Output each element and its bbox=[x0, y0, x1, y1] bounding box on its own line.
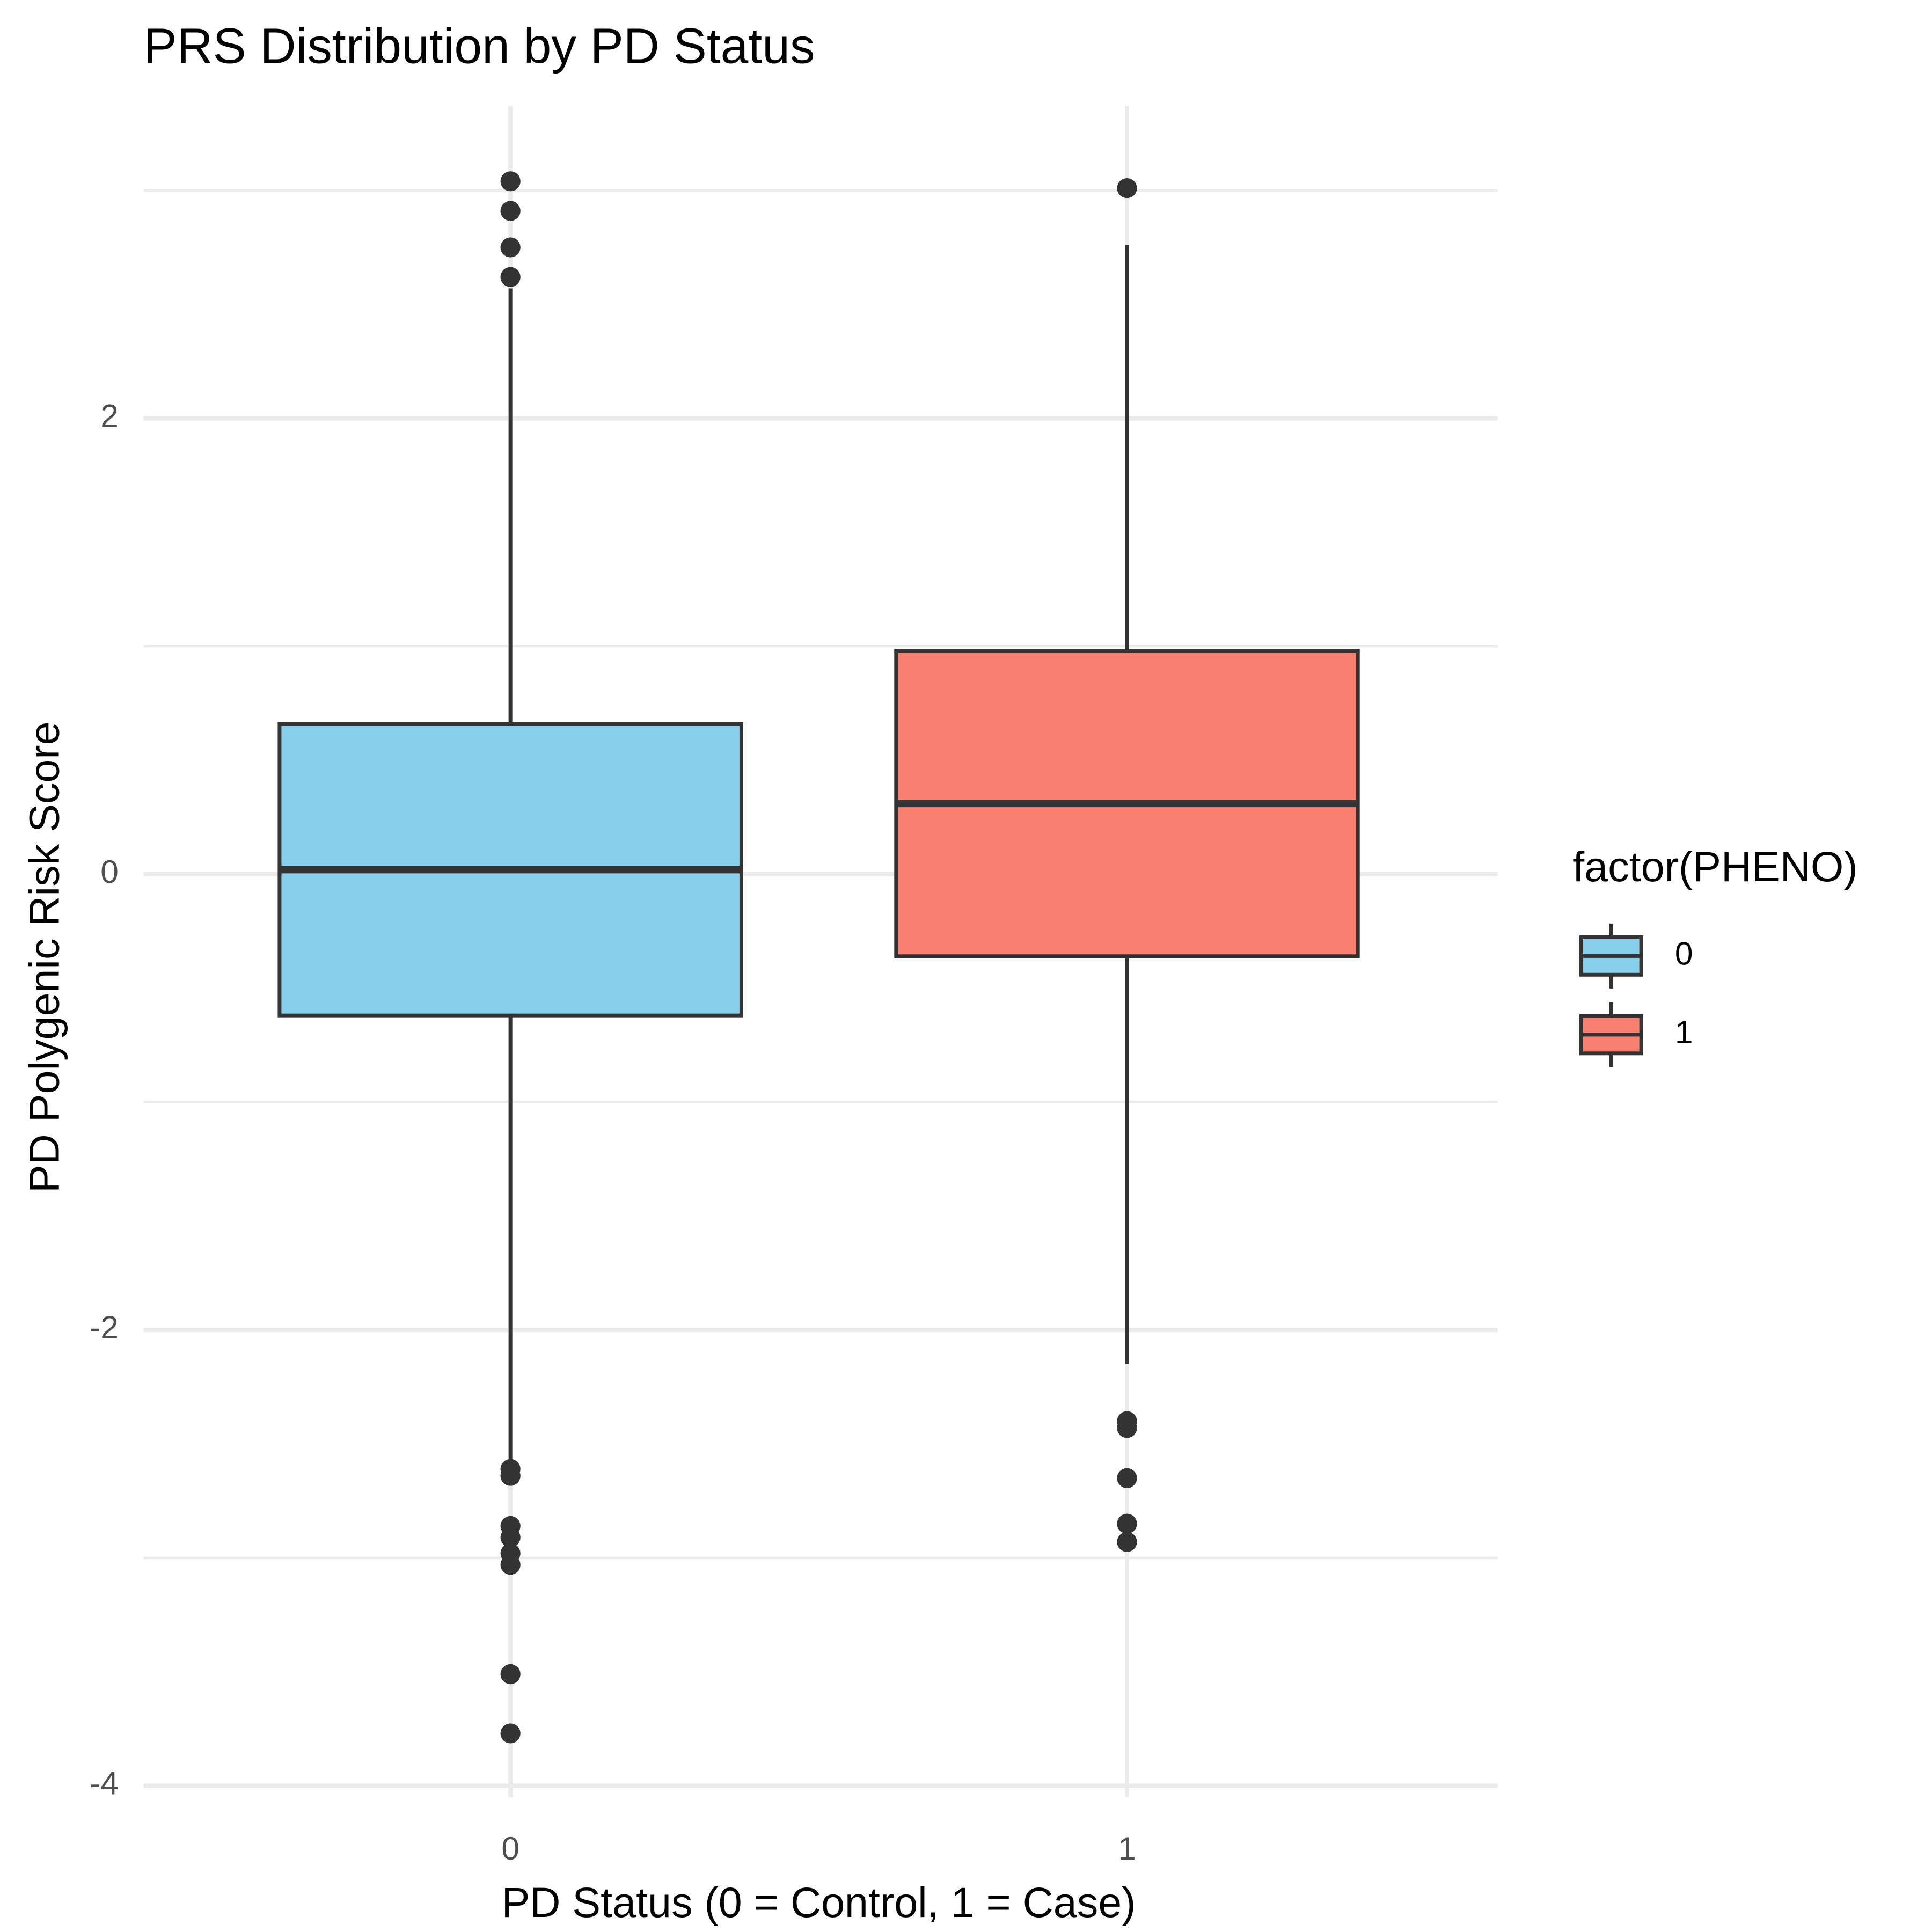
outlier bbox=[500, 1466, 521, 1486]
y-tick-label: -4 bbox=[90, 1765, 119, 1802]
y-tick-label: 2 bbox=[100, 397, 119, 434]
outlier bbox=[500, 1527, 521, 1548]
outlier bbox=[500, 1723, 521, 1744]
chart-title: PRS Distribution by PD Status bbox=[143, 18, 815, 74]
y-tick-label: -2 bbox=[90, 1309, 119, 1345]
legend-label: 0 bbox=[1675, 935, 1693, 971]
x-tick-label: 1 bbox=[1118, 1830, 1136, 1867]
outlier bbox=[1117, 1513, 1137, 1534]
outlier bbox=[500, 201, 521, 221]
outlier bbox=[500, 171, 521, 192]
y-tick-label: 0 bbox=[100, 853, 119, 890]
outlier bbox=[500, 1555, 521, 1575]
outlier bbox=[1117, 1532, 1137, 1552]
outlier bbox=[1117, 178, 1137, 199]
outlier bbox=[500, 267, 521, 287]
x-axis-title: PD Status (0 = Control, 1 = Case) bbox=[502, 1878, 1136, 1926]
outlier bbox=[500, 1664, 521, 1685]
legend-title: factor(PHENO) bbox=[1572, 843, 1857, 890]
legend-label: 1 bbox=[1675, 1014, 1693, 1050]
y-axis-title: PD Polygenic Risk Score bbox=[20, 721, 68, 1193]
outlier bbox=[1117, 1418, 1137, 1438]
outlier bbox=[1117, 1468, 1137, 1488]
outlier bbox=[500, 237, 521, 258]
x-tick-label: 0 bbox=[501, 1830, 519, 1867]
